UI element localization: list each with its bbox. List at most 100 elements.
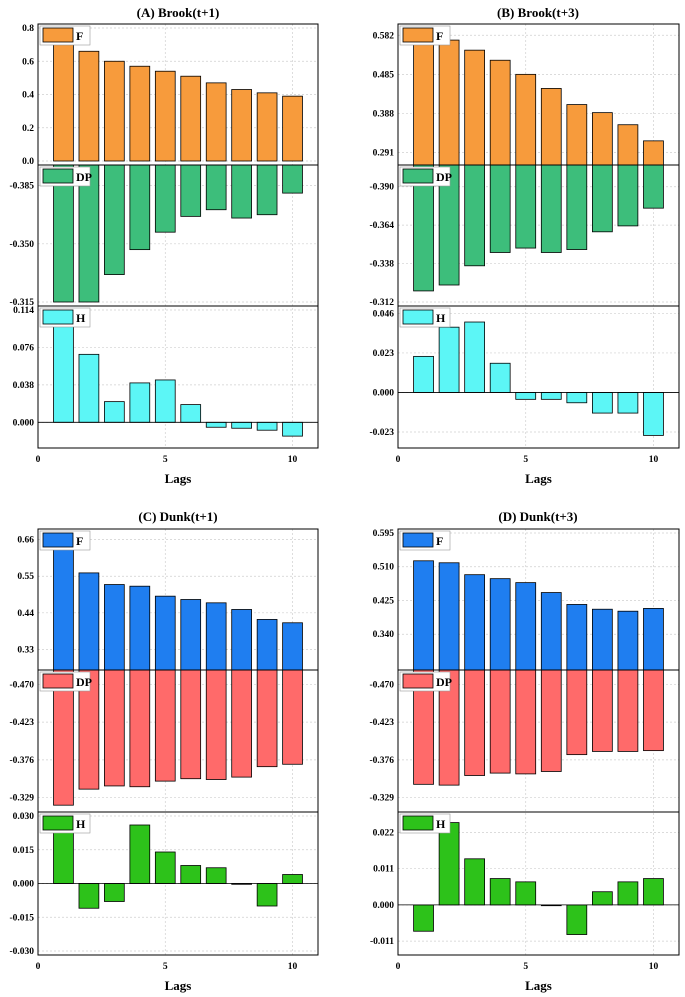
legend-label: DP <box>76 170 92 184</box>
legend-label: F <box>436 29 443 43</box>
bar-H-lag-10 <box>282 874 303 884</box>
panel-title: (C) Dunk(t+1) <box>138 509 217 524</box>
x-tick-label: 10 <box>649 962 659 972</box>
bar-DP-lag-5 <box>154 164 176 233</box>
x-tick-label: 0 <box>36 455 41 465</box>
bar-DP-lag-9 <box>256 669 278 768</box>
legend-H: H <box>39 307 91 328</box>
y-tick-label: -0.423 <box>369 718 394 728</box>
x-tick-label: 0 <box>36 962 41 972</box>
legend-label: F <box>436 534 443 548</box>
bar-DP-lag-6 <box>180 669 202 780</box>
bar-F-lag-6 <box>180 599 202 671</box>
legend-F: F <box>39 530 91 551</box>
legend-swatch <box>402 309 434 325</box>
bar-F-lag-10 <box>282 95 303 162</box>
y-tick-label: -0.338 <box>369 260 394 270</box>
legend-DP: DP <box>399 671 452 692</box>
subplot-DP: -0.315 -0.350 -0.385 DP <box>9 164 319 308</box>
bar-H-lag-2 <box>78 353 100 423</box>
y-tick-label: -0.015 <box>9 913 34 923</box>
legend-H: H <box>39 813 91 834</box>
bar-F-lag-3 <box>104 584 125 671</box>
x-tick-label: 5 <box>163 455 168 465</box>
legend-swatch <box>402 168 434 184</box>
legend-label: H <box>436 817 446 831</box>
x-tick-label: 10 <box>288 962 298 972</box>
bar-F-lag-9 <box>256 92 278 162</box>
bar-F-lag-3 <box>104 60 125 162</box>
bar-H-lag-3 <box>104 401 125 423</box>
x-tick-label: 10 <box>288 455 298 465</box>
bar-H-lag-3 <box>464 858 485 906</box>
subplot-H: -0.030 -0.015 0.000 0.015 0.030 H <box>9 811 319 957</box>
y-tick-label: 0.4 <box>22 91 34 101</box>
bar-H-lag-4 <box>129 382 151 423</box>
bar-H-lag-9 <box>256 883 278 907</box>
bar-F-lag-7 <box>566 104 588 166</box>
bar-DP-lag-3 <box>464 669 485 776</box>
bar-F-lag-4 <box>489 578 511 671</box>
bar-DP-lag-5 <box>154 669 176 782</box>
bar-DP-lag-8 <box>592 164 613 233</box>
y-tick-label: 0.000 <box>373 388 395 398</box>
bar-H-lag-2 <box>438 822 460 906</box>
bar-DP-lag-7 <box>205 669 227 780</box>
x-tick-label: 0 <box>396 962 401 972</box>
bar-F-lag-8 <box>592 608 613 671</box>
y-tick-label: -0.030 <box>9 947 34 957</box>
bar-DP-lag-4 <box>489 164 511 253</box>
bar-DP-lag-6 <box>540 669 562 772</box>
y-tick-label: 0.425 <box>373 596 395 606</box>
bar-DP-lag-7 <box>566 164 588 250</box>
bar-H-lag-5 <box>515 881 537 906</box>
y-tick-label: 0.388 <box>373 109 395 119</box>
subplot-F: 0.33 0.44 0.55 0.66 F <box>17 528 319 671</box>
x-tick-label: 5 <box>523 962 528 972</box>
y-tick-label: 0.0 <box>22 157 34 167</box>
x-tick-label: 0 <box>396 455 401 465</box>
bar-H-lag-10 <box>643 878 664 906</box>
bar-F-lag-5 <box>515 73 537 166</box>
y-tick-label: 0.33 <box>17 645 34 655</box>
bar-H-lag-7 <box>205 867 227 884</box>
bar-F-lag-7 <box>566 604 588 671</box>
y-tick-label: 0.023 <box>373 349 395 359</box>
subplot-frame <box>37 811 319 956</box>
bar-DP-lag-8 <box>592 669 613 752</box>
y-tick-label: 0.038 <box>13 381 35 391</box>
bar-H-lag-2 <box>438 326 460 393</box>
bar-F-lag-2 <box>438 39 460 166</box>
legend-swatch <box>402 673 434 689</box>
legend-label: DP <box>436 675 452 689</box>
bar-F-lag-5 <box>154 595 176 671</box>
y-tick-label: -0.385 <box>9 182 34 192</box>
bar-H-lag-1 <box>413 355 434 393</box>
bar-F-lag-10 <box>282 622 303 671</box>
y-tick-label: -0.364 <box>369 221 394 231</box>
y-tick-label: 0.2 <box>22 124 34 134</box>
bar-H-lag-7 <box>566 392 588 404</box>
y-tick-label: 0.55 <box>17 572 34 582</box>
panel-title: (B) Brook(t+3) <box>497 5 579 20</box>
legend-label: H <box>436 311 446 325</box>
y-tick-label: 0.44 <box>17 609 34 619</box>
bar-H-lag-4 <box>489 878 511 906</box>
bar-DP-lag-10 <box>643 669 664 752</box>
y-tick-label: -0.011 <box>370 937 394 947</box>
legend-DP: DP <box>39 166 92 187</box>
x-axis-title: Lags <box>525 978 552 993</box>
bar-DP-lag-3 <box>464 164 485 267</box>
y-tick-label: 0.030 <box>13 812 35 822</box>
bar-DP-lag-9 <box>617 164 639 227</box>
y-tick-label: 0.340 <box>373 630 395 640</box>
bar-DP-lag-9 <box>256 164 278 216</box>
y-tick-label: 0.076 <box>13 343 35 353</box>
subplot-DP: -0.329 -0.376 -0.423 -0.470 DP <box>369 669 680 813</box>
bar-H-lag-8 <box>231 421 252 429</box>
bar-F-lag-5 <box>515 582 537 671</box>
subplot-H: 0.000 0.038 0.076 0.114 H <box>13 305 319 449</box>
bar-H-lag-9 <box>617 881 639 906</box>
bar-DP-lag-8 <box>231 669 252 778</box>
